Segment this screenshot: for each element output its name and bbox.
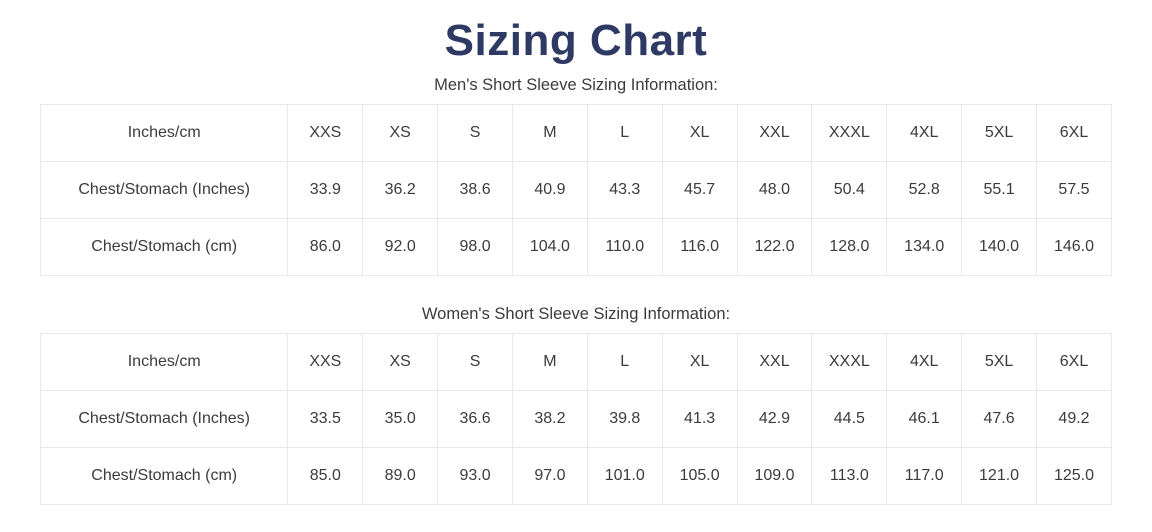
page-title: Sizing Chart xyxy=(444,16,708,65)
size-header-cell: M xyxy=(511,104,588,162)
size-header-cell: XXXL xyxy=(811,104,888,162)
size-header-cell: XXS xyxy=(287,104,364,162)
mens-sizing-section: Men's Short Sleeve Sizing Information: I… xyxy=(39,76,1113,276)
measurement-cell: 86.0 xyxy=(287,218,364,276)
measurement-cell: 110.0 xyxy=(586,218,663,276)
row-label-cell: Chest/Stomach (Inches) xyxy=(39,390,289,448)
size-header-cell: XS xyxy=(362,104,439,162)
size-header-cell: XL xyxy=(661,333,738,391)
measurement-cell: 116.0 xyxy=(661,218,738,276)
measurement-cell: 49.2 xyxy=(1035,390,1113,448)
size-header-cell: XS xyxy=(362,333,439,391)
measurement-cell: 42.9 xyxy=(736,390,813,448)
size-header-cell: L xyxy=(586,333,663,391)
table-row: Chest/Stomach (Inches) 33.9 36.2 38.6 40.9 43… xyxy=(39,161,1113,219)
measurement-cell: 40.9 xyxy=(511,161,588,219)
measurement-cell: 98.0 xyxy=(437,218,513,276)
size-header-cell: M xyxy=(511,333,588,391)
womens-sizing-table-container: Inches/cm XXS XS S M L XL XXL XXXL 4XL 5XL 6XL Chest… xyxy=(39,333,1113,505)
measurement-cell: 38.2 xyxy=(511,390,588,448)
measurement-cell: 36.6 xyxy=(437,390,513,448)
measurement-cell: 125.0 xyxy=(1035,447,1113,505)
womens-table-caption: Women's Short Sleeve Sizing Information: xyxy=(421,305,731,323)
size-header-cell: XXL xyxy=(736,333,813,391)
table-row: Chest/Stomach (cm) 85.0 89.0 93.0 97.0 101.0 1… xyxy=(39,447,1113,505)
size-header-cell: XL xyxy=(661,104,738,162)
measurement-cell: 39.8 xyxy=(586,390,663,448)
row-label-cell: Chest/Stomach (Inches) xyxy=(39,161,289,219)
units-header-cell: Inches/cm xyxy=(39,333,289,391)
measurement-cell: 43.3 xyxy=(586,161,663,219)
measurement-cell: 36.2 xyxy=(362,161,439,219)
measurement-cell: 93.0 xyxy=(437,447,513,505)
size-header-cell: 4XL xyxy=(886,104,963,162)
measurement-cell: 85.0 xyxy=(287,447,364,505)
measurement-cell: 140.0 xyxy=(961,218,1037,276)
measurement-cell: 47.6 xyxy=(961,390,1037,448)
size-header-cell: 6XL xyxy=(1035,104,1113,162)
measurement-cell: 101.0 xyxy=(586,447,663,505)
sizing-table: Inches/cm XXS XS S M L XL XXL XXXL 4XL 5XL 6XL Chest… xyxy=(39,104,1113,276)
size-header-cell: XXL xyxy=(736,104,813,162)
measurement-cell: 113.0 xyxy=(811,447,888,505)
measurement-cell: 128.0 xyxy=(811,218,888,276)
measurement-cell: 44.5 xyxy=(811,390,888,448)
measurement-cell: 50.4 xyxy=(811,161,888,219)
mens-table-caption: Men's Short Sleeve Sizing Information: xyxy=(434,76,718,94)
measurement-cell: 104.0 xyxy=(511,218,588,276)
size-header-cell: 4XL xyxy=(886,333,963,391)
measurement-cell: 121.0 xyxy=(961,447,1037,505)
measurement-cell: 38.6 xyxy=(437,161,513,219)
measurement-cell: 45.7 xyxy=(661,161,738,219)
units-header-cell: Inches/cm xyxy=(39,104,289,162)
measurement-cell: 109.0 xyxy=(736,447,813,505)
size-header-cell: 6XL xyxy=(1035,333,1113,391)
measurement-cell: 57.5 xyxy=(1035,161,1113,219)
womens-sizing-section: Women's Short Sleeve Sizing Information:… xyxy=(39,305,1113,505)
measurement-cell: 41.3 xyxy=(661,390,738,448)
measurement-cell: 117.0 xyxy=(886,447,963,505)
size-header-cell: 5XL xyxy=(961,104,1037,162)
measurement-cell: 122.0 xyxy=(736,218,813,276)
size-header-cell: 5XL xyxy=(961,333,1037,391)
measurement-cell: 97.0 xyxy=(511,447,588,505)
mens-sizing-table-container: Inches/cm XXS XS S M L XL XXL XXXL 4XL 5XL 6XL Chest… xyxy=(39,104,1113,276)
measurement-cell: 33.9 xyxy=(287,161,364,219)
measurement-cell: 35.0 xyxy=(362,390,439,448)
table-header-row: Inches/cm XXS XS S M L XL XXL XXXL 4XL 5XL 6XL xyxy=(39,104,1113,162)
table-row: Chest/Stomach (cm) 86.0 92.0 98.0 104.0 110.0… xyxy=(39,218,1113,276)
sizing-table: Inches/cm XXS XS S M L XL XXL XXXL 4XL 5XL 6XL Chest… xyxy=(39,333,1113,505)
measurement-cell: 105.0 xyxy=(661,447,738,505)
size-header-cell: S xyxy=(437,104,513,162)
size-header-cell: XXS xyxy=(287,333,364,391)
table-header-row: Inches/cm XXS XS S M L XL XXL XXXL 4XL 5XL 6XL xyxy=(39,333,1113,391)
table-row: Chest/Stomach (Inches) 33.5 35.0 36.6 38.2 39… xyxy=(39,390,1113,448)
measurement-cell: 55.1 xyxy=(961,161,1037,219)
measurement-cell: 89.0 xyxy=(362,447,439,505)
row-label-cell: Chest/Stomach (cm) xyxy=(39,218,289,276)
measurement-cell: 48.0 xyxy=(736,161,813,219)
measurement-cell: 146.0 xyxy=(1035,218,1113,276)
measurement-cell: 33.5 xyxy=(287,390,364,448)
measurement-cell: 52.8 xyxy=(886,161,963,219)
row-label-cell: Chest/Stomach (cm) xyxy=(39,447,289,505)
measurement-cell: 134.0 xyxy=(886,218,963,276)
measurement-cell: 46.1 xyxy=(886,390,963,448)
size-header-cell: L xyxy=(586,104,663,162)
size-header-cell: S xyxy=(437,333,513,391)
measurement-cell: 92.0 xyxy=(362,218,439,276)
size-header-cell: XXXL xyxy=(811,333,888,391)
